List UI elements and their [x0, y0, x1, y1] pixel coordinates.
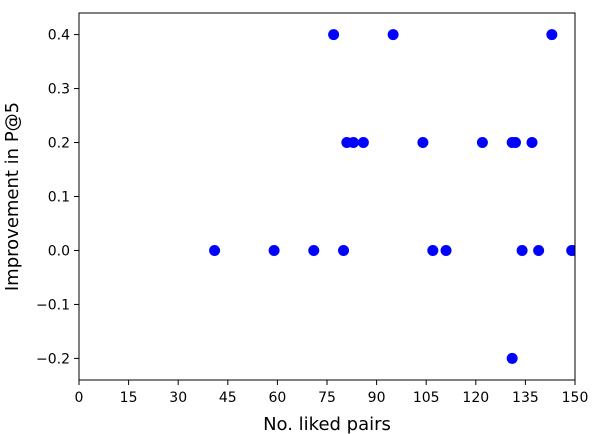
x-tick-label: 150 — [562, 390, 589, 406]
plot-frame — [78, 12, 576, 381]
x-axis: 0 15 30 45 60 75 90 105 120 135 150 — [75, 380, 589, 406]
data-point — [417, 137, 429, 149]
x-tick-label: 15 — [120, 390, 138, 406]
plot-area — [209, 29, 575, 364]
data-point — [476, 137, 488, 149]
data-point — [338, 244, 350, 256]
data-point — [509, 137, 521, 149]
x-tick-label: 60 — [268, 390, 286, 406]
y-tick-label: 0.1 — [48, 190, 70, 206]
y-tick-label: 0.0 — [48, 243, 70, 259]
data-point — [546, 29, 558, 41]
x-tick-label: 105 — [413, 390, 440, 406]
data-point — [357, 137, 369, 149]
data-point — [387, 29, 399, 41]
x-tick-label: 90 — [368, 390, 386, 406]
y-axis: −0.2 −0.1 0.0 0.1 0.2 0.3 0.4 — [36, 28, 79, 367]
data-point — [427, 244, 439, 256]
data-point — [506, 352, 518, 364]
y-tick-label: 0.2 — [48, 136, 70, 152]
x-tick-label: 30 — [169, 390, 187, 406]
x-tick-label: 75 — [318, 390, 336, 406]
data-point — [268, 244, 280, 256]
data-point — [308, 244, 320, 256]
data-point — [347, 137, 359, 149]
data-point — [209, 244, 221, 256]
x-tick-label: 0 — [75, 390, 84, 406]
y-tick-label: 0.3 — [48, 82, 70, 98]
data-point — [328, 29, 340, 41]
data-point — [569, 244, 575, 256]
data-point — [440, 244, 452, 256]
x-tick-label: 45 — [219, 390, 237, 406]
data-point — [533, 244, 545, 256]
data-point — [516, 244, 528, 256]
y-tick-label: 0.4 — [48, 28, 70, 44]
data-point — [526, 137, 538, 149]
x-axis-label: No. liked pairs — [263, 414, 391, 434]
y-tick-label: −0.1 — [36, 297, 70, 313]
y-axis-label: Improvement in P@5 — [2, 102, 23, 291]
x-tick-label: 135 — [512, 390, 539, 406]
x-tick-label: 120 — [462, 390, 489, 406]
y-tick-label: −0.2 — [36, 351, 70, 367]
